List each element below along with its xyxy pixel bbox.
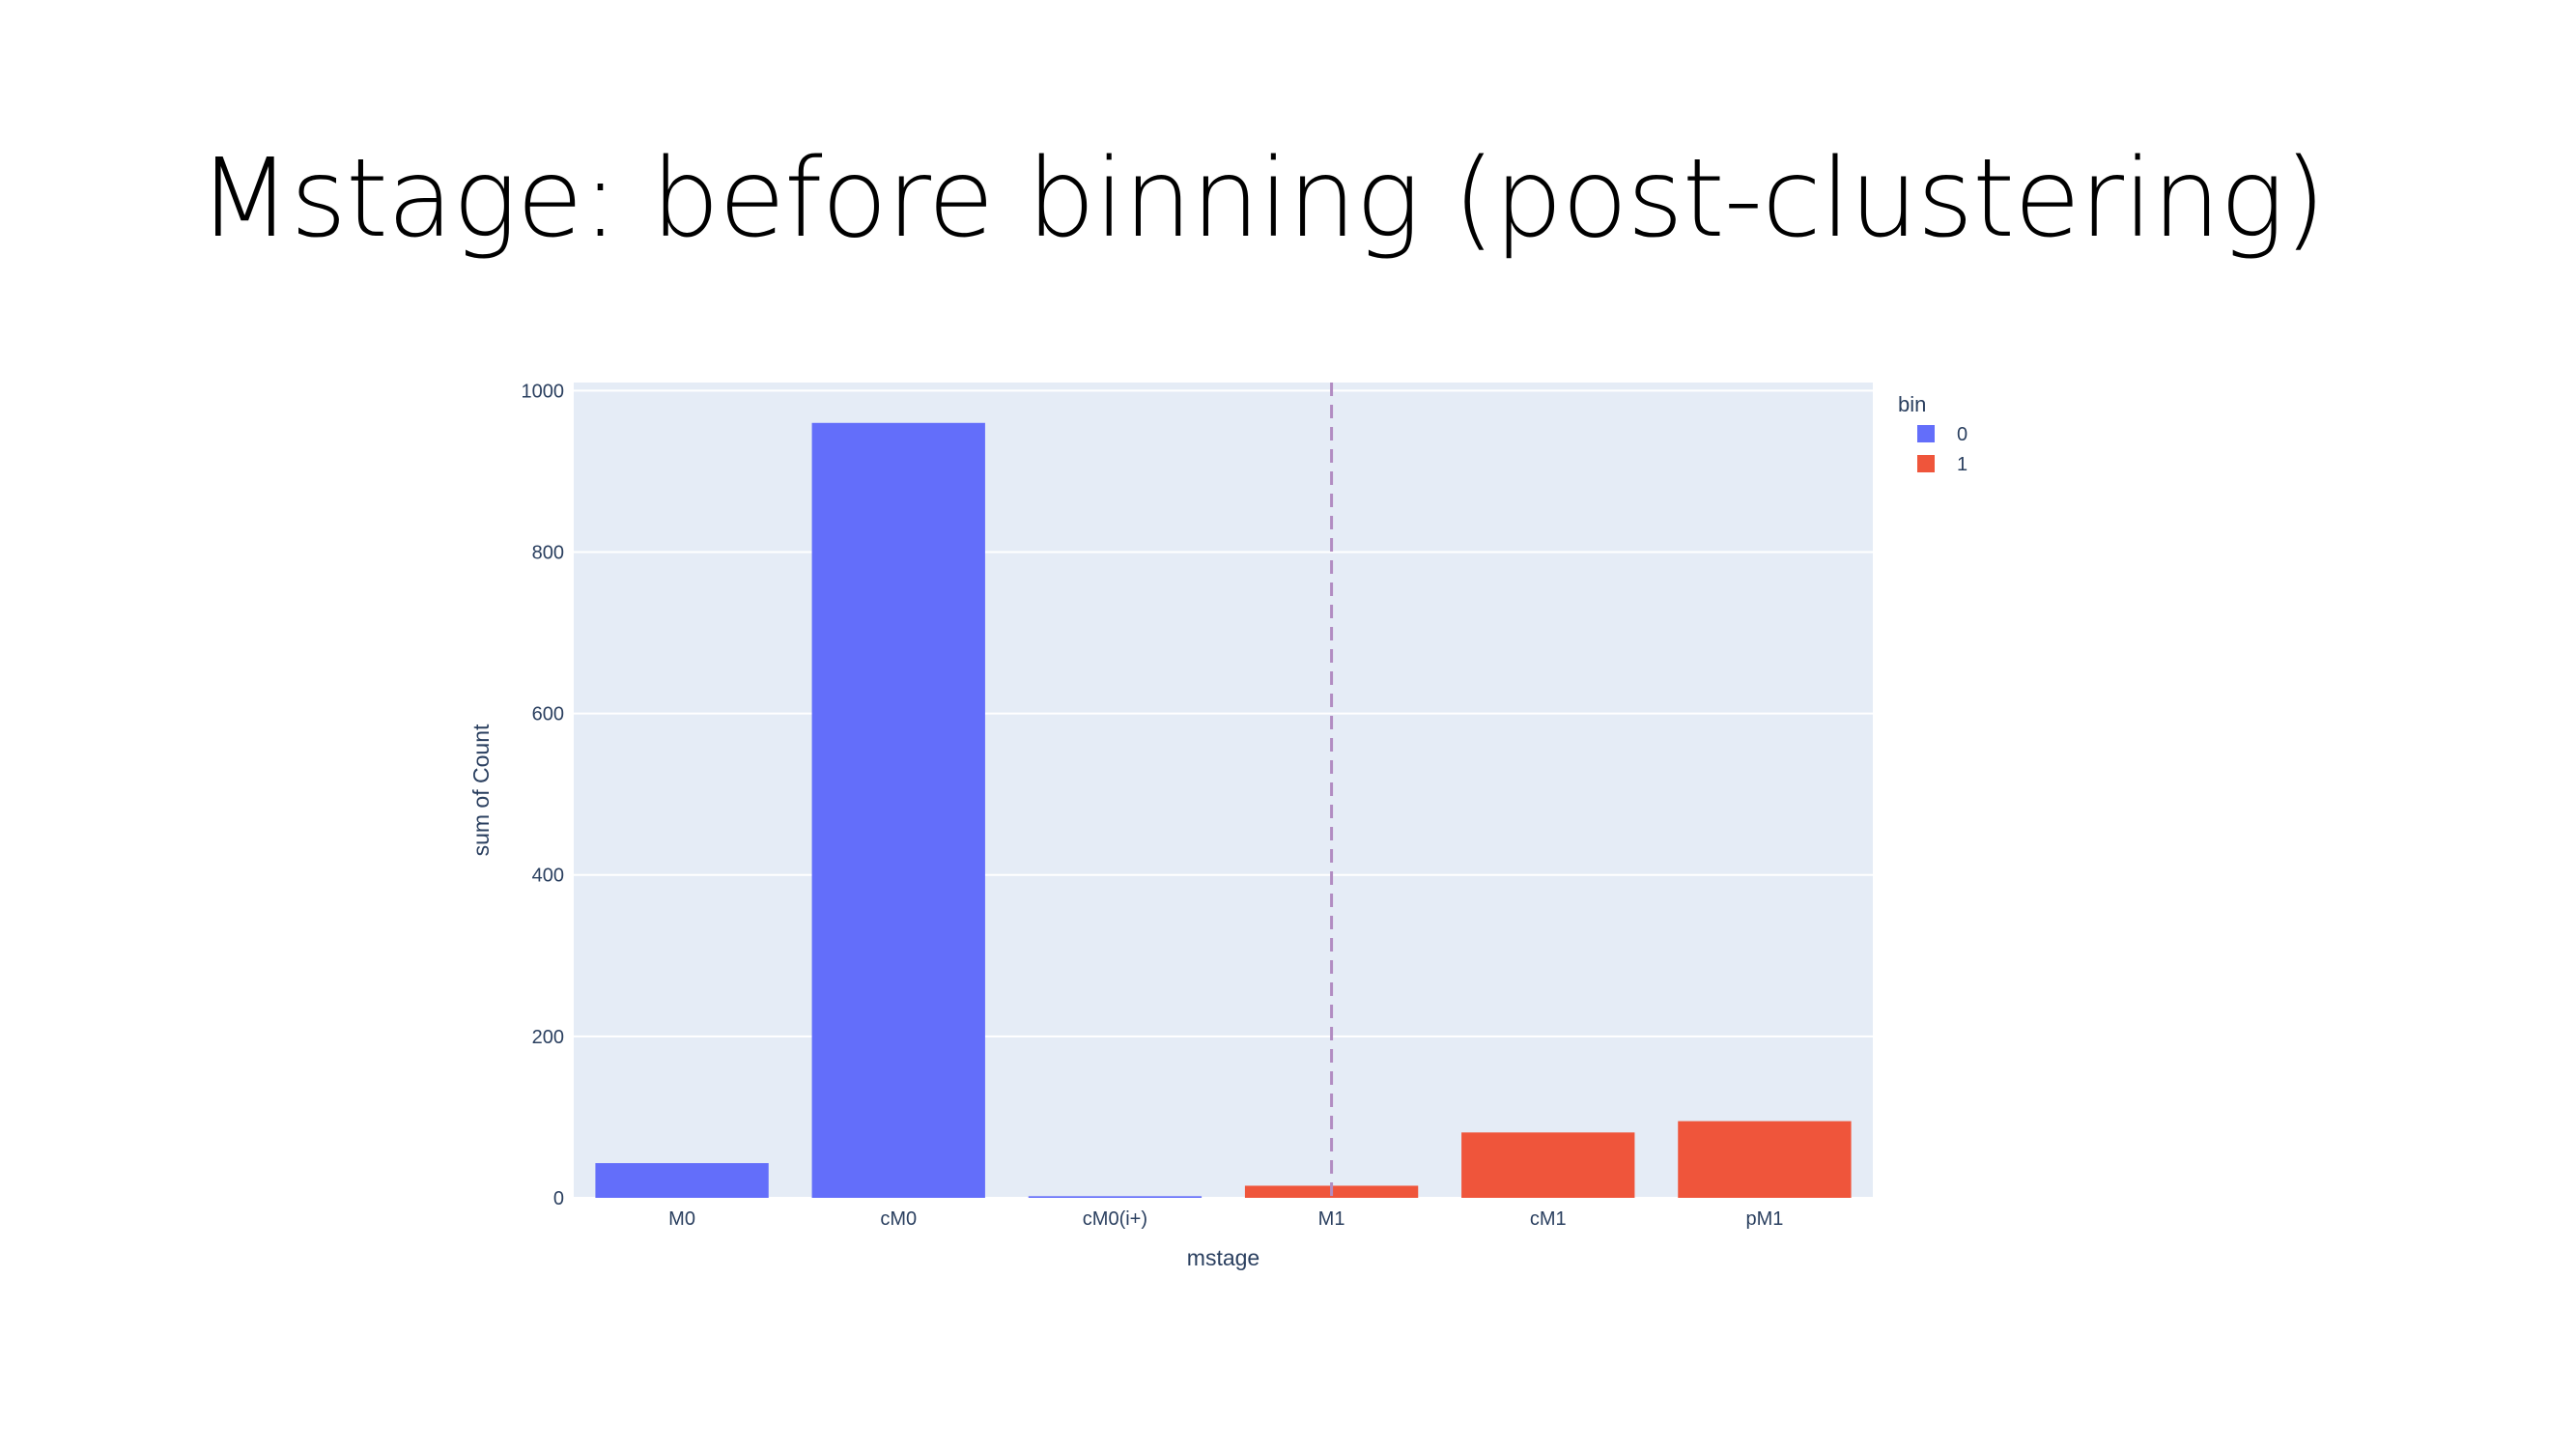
x-tick-label: pM1 <box>1745 1208 1783 1230</box>
legend-title: bin <box>1898 392 1926 416</box>
x-tick-label: cM1 <box>1530 1208 1567 1230</box>
slide-title: Mstage: before binning (post-clustering) <box>198 136 2326 262</box>
y-tick-label: 200 <box>532 1027 564 1048</box>
legend-swatch[interactable] <box>1917 425 1935 442</box>
legend-label[interactable]: 0 <box>1957 424 1967 445</box>
bar-cm0[interactable] <box>811 422 985 1198</box>
x-tick-label: M1 <box>1318 1208 1345 1230</box>
y-tick-label: 800 <box>532 542 564 563</box>
y-tick-label: 600 <box>532 704 564 725</box>
y-axis-title: sum of Count <box>468 724 494 856</box>
y-tick-labels: 0 200 400 600 800 1000 <box>522 381 565 1209</box>
bars <box>595 422 1852 1198</box>
y-tick-label: 400 <box>532 866 564 887</box>
x-tick-label: cM0 <box>880 1208 917 1230</box>
plot-area <box>574 383 1873 1198</box>
x-tick-labels: M0 cM0 cM0(i+) M1 cM1 pM1 <box>668 1208 1783 1230</box>
bar-cm1[interactable] <box>1461 1132 1635 1198</box>
bar-m0[interactable] <box>595 1163 769 1198</box>
x-tick-label: cM0(i+) <box>1083 1208 1147 1230</box>
y-tick-label: 1000 <box>522 381 565 402</box>
x-axis-title: mstage <box>1187 1245 1260 1270</box>
legend[interactable]: bin 01 <box>1898 392 1967 475</box>
bar-pm1[interactable] <box>1678 1121 1852 1198</box>
legend-swatch[interactable] <box>1917 455 1935 472</box>
y-tick-label: 0 <box>553 1188 564 1209</box>
x-tick-label: M0 <box>668 1208 695 1230</box>
legend-label[interactable]: 1 <box>1957 454 1967 475</box>
legend-items: 01 <box>1917 424 1967 475</box>
bar-cm0-i[interactable] <box>1028 1196 1203 1198</box>
gridlines <box>574 389 1873 1199</box>
